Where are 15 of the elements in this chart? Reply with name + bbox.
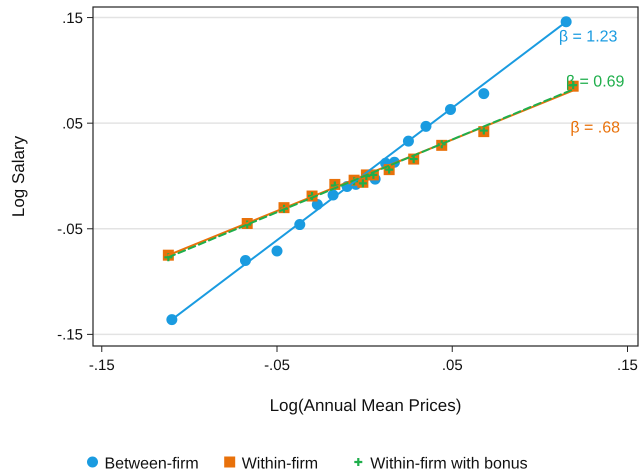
y-tick-label: .05 bbox=[62, 115, 83, 132]
legend-label: Within-firm with bonus bbox=[370, 456, 528, 473]
x-tick-label: .15 bbox=[617, 357, 638, 374]
y-axis-title: Log Salary bbox=[9, 135, 28, 218]
legend-label: Between-firm bbox=[104, 456, 199, 473]
x-axis-title: Log(Annual Mean Prices) bbox=[270, 396, 462, 415]
x-tick-label: -.05 bbox=[264, 357, 290, 374]
y-tick-label: -.15 bbox=[57, 326, 83, 344]
series-label: β = 1.23 bbox=[558, 28, 618, 46]
y-tick-label: -.05 bbox=[57, 221, 83, 238]
x-tick-label: .05 bbox=[442, 357, 463, 374]
x-tick-label: -.15 bbox=[88, 357, 115, 374]
legend-label: Within-firm bbox=[242, 456, 318, 473]
series-label: β = .68 bbox=[570, 120, 620, 136]
y-tick-label: .15 bbox=[62, 10, 83, 27]
